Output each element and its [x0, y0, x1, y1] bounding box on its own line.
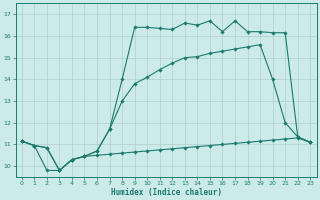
- X-axis label: Humidex (Indice chaleur): Humidex (Indice chaleur): [110, 188, 221, 197]
